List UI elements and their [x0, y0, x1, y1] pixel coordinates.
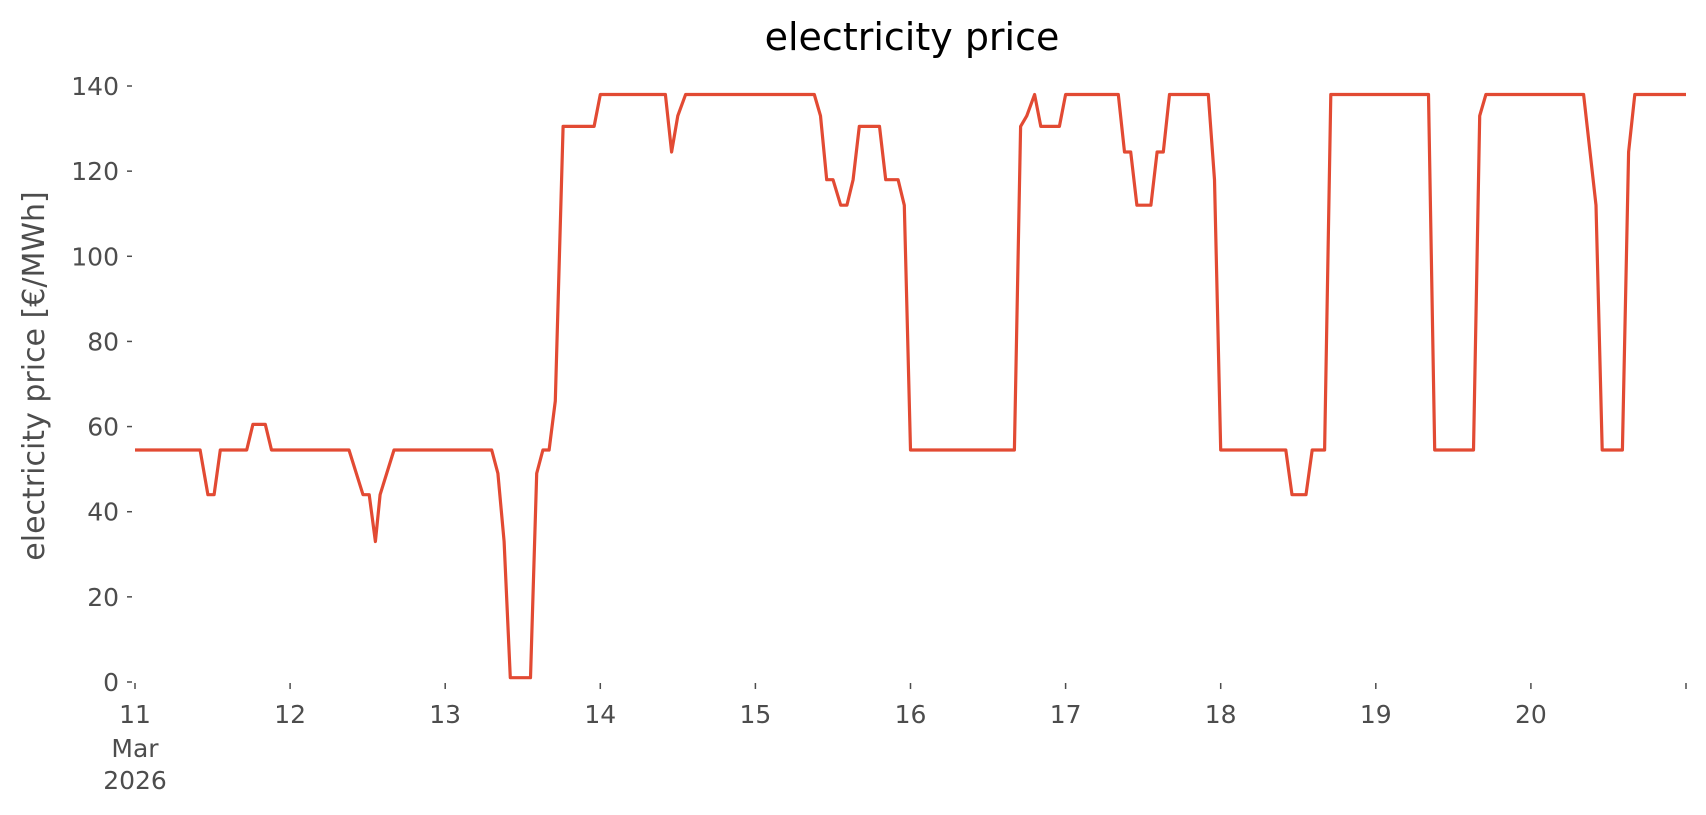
y-tick-label: 100 — [71, 242, 119, 271]
x-tick-label: 16 — [895, 700, 927, 729]
x-tick-label: 18 — [1205, 700, 1237, 729]
y-tick-label: 40 — [87, 498, 119, 527]
x-tick-label: 20 — [1515, 700, 1547, 729]
x-tick-label: 17 — [1050, 700, 1082, 729]
chart-title: electricity price — [765, 15, 1060, 59]
x-tick-label: 12 — [274, 700, 306, 729]
x-tick-label: 11 — [119, 700, 151, 729]
y-tick-label: 80 — [87, 327, 119, 356]
x-tick-sublabel: 2026 — [103, 766, 167, 795]
y-tick-label: 60 — [87, 413, 119, 442]
plot-area — [135, 92, 1686, 680]
x-tick-label: 14 — [584, 700, 616, 729]
y-tick-label: 120 — [71, 157, 119, 186]
x-tick-label: 15 — [739, 700, 771, 729]
y-tick-label: 140 — [71, 72, 119, 101]
x-tick-sublabel: Mar — [111, 734, 159, 763]
y-tick-label: 20 — [87, 583, 119, 612]
x-tick-label: 19 — [1360, 700, 1392, 729]
y-axis: 0 20 40 60 80 100 120 140 — [71, 72, 132, 697]
x-tick-label: 13 — [429, 700, 461, 729]
y-tick-label: 0 — [103, 668, 119, 697]
y-axis-label: electricity price [€/MWh] — [17, 191, 52, 560]
x-axis: 11 Mar 2026 12 13 14 15 16 17 18 19 20 — [103, 683, 1687, 795]
series-line — [135, 92, 1686, 680]
